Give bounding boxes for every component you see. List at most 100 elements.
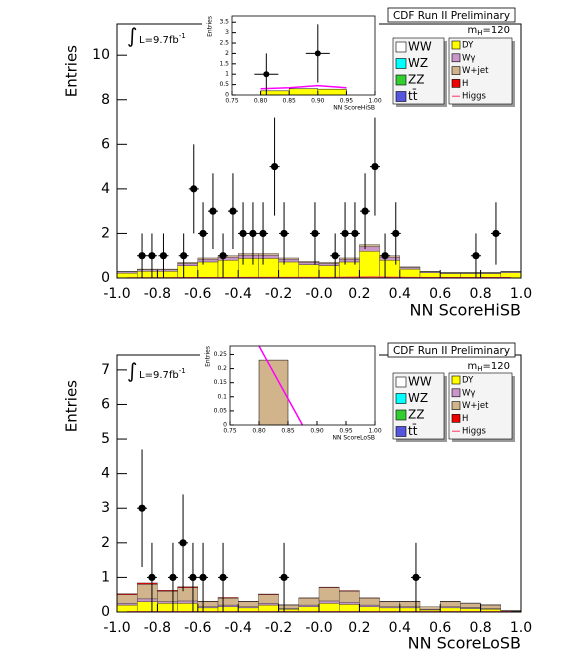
data-point bbox=[472, 252, 479, 259]
legend-swatch bbox=[396, 92, 406, 102]
hist-bar bbox=[117, 595, 137, 604]
inset-x-tick-label: 0.80 bbox=[252, 428, 266, 435]
hist-bar bbox=[359, 598, 379, 605]
hist-bar bbox=[380, 602, 400, 607]
inset-y-label: Entries bbox=[207, 16, 214, 37]
inset-x-tick-label: 0.90 bbox=[310, 428, 324, 435]
inset-x-tick-label: 0.95 bbox=[339, 428, 353, 435]
hist-bar bbox=[198, 259, 218, 262]
hist-bar bbox=[258, 594, 278, 595]
legend-label: DY bbox=[462, 41, 474, 51]
hist-bar bbox=[178, 588, 198, 601]
hist-bar bbox=[137, 599, 157, 602]
legend-swatch bbox=[452, 402, 460, 410]
legend-label: H bbox=[462, 414, 468, 424]
x-tick-label: -0.6 bbox=[184, 620, 211, 636]
data-point bbox=[160, 252, 167, 259]
inset-x-tick-label: 0.85 bbox=[283, 98, 297, 105]
legend-label: WZ bbox=[408, 56, 428, 70]
data-point bbox=[219, 252, 226, 259]
inset-x-tick-label: 0.95 bbox=[340, 98, 354, 105]
x-tick-label: -0.0 bbox=[305, 286, 332, 302]
hist-bar bbox=[157, 590, 177, 591]
y-tick-label: 4 bbox=[101, 466, 110, 482]
lumi-label: L=9.7fb-1 bbox=[139, 367, 186, 381]
hist-bar bbox=[157, 270, 177, 272]
legend-label: Higgs bbox=[462, 92, 487, 102]
inset-y-tick-label: 0.15 bbox=[214, 379, 228, 386]
hist-bar bbox=[481, 605, 501, 608]
hist-bar bbox=[258, 253, 278, 255]
legend-label: ZZ bbox=[408, 408, 424, 422]
legend-swatch bbox=[452, 54, 460, 62]
hist-bar bbox=[501, 610, 521, 611]
inset-bar bbox=[261, 91, 290, 95]
inset-y-tick-label: 0.2 bbox=[217, 365, 227, 372]
inset-bar bbox=[289, 89, 318, 95]
data-point bbox=[169, 574, 176, 581]
legend-label: Higgs bbox=[462, 427, 487, 437]
lumi-integral: ∫ bbox=[127, 24, 137, 48]
hist-bar bbox=[400, 267, 420, 268]
hist-bar bbox=[178, 266, 198, 278]
x-axis-label: NN ScoreLoSB bbox=[408, 634, 521, 653]
hist-bar bbox=[319, 264, 339, 266]
hist-bar bbox=[319, 603, 339, 612]
hist-bar bbox=[238, 253, 258, 255]
hist-bar bbox=[319, 588, 339, 601]
hist-bar bbox=[157, 271, 177, 278]
mass-base: m bbox=[468, 25, 478, 36]
data-point bbox=[148, 574, 155, 581]
lumi-sup: -1 bbox=[179, 367, 186, 375]
legend-label: WW bbox=[408, 40, 432, 54]
hist-bar bbox=[218, 598, 238, 605]
hist-bar bbox=[218, 597, 238, 598]
legend-label: WZ bbox=[408, 391, 428, 405]
hist-bar bbox=[400, 602, 420, 607]
data-point bbox=[190, 185, 197, 192]
hist-bar bbox=[420, 607, 440, 609]
hist-bar bbox=[339, 602, 359, 604]
legend-label: Wγ bbox=[462, 388, 475, 398]
hist-bar bbox=[299, 261, 319, 262]
hist-bar bbox=[117, 605, 137, 612]
x-tick-label: -0.6 bbox=[184, 286, 211, 302]
hist-bar bbox=[339, 259, 359, 262]
hist-bar bbox=[359, 605, 379, 607]
y-tick-label: 5 bbox=[101, 431, 110, 447]
legend-label: WW bbox=[408, 375, 432, 389]
data-point bbox=[199, 230, 206, 237]
hist-bar bbox=[137, 269, 157, 270]
y-tick-label: 2 bbox=[101, 225, 110, 241]
hist-bar bbox=[339, 591, 359, 592]
hist-bar bbox=[359, 247, 379, 251]
lumi-text: L=9.7fb bbox=[139, 35, 179, 46]
hist-bar bbox=[157, 603, 177, 612]
hist-bar bbox=[178, 262, 198, 263]
hist-bar bbox=[279, 605, 299, 608]
legend-label: tt̄ bbox=[408, 424, 418, 438]
inset-y-tick-label: 3 bbox=[225, 29, 229, 36]
hist-bar bbox=[178, 603, 198, 612]
legend-swatch bbox=[396, 377, 406, 387]
hist-bar bbox=[460, 603, 480, 607]
x-tick-label: -0.4 bbox=[225, 286, 252, 302]
y-tick-label: 1 bbox=[101, 569, 110, 585]
legend-swatch bbox=[396, 42, 406, 52]
hist-bar bbox=[258, 595, 278, 604]
data-point bbox=[219, 574, 226, 581]
y-tick-label: 0 bbox=[101, 604, 110, 620]
data-point bbox=[189, 574, 196, 581]
y-tick-label: 2 bbox=[101, 535, 110, 551]
y-axis-label: Entries bbox=[63, 380, 81, 432]
inset-x-tick-label: 0.75 bbox=[223, 428, 237, 435]
x-tick-label: -0.8 bbox=[144, 286, 171, 302]
lumi-label: L=9.7fb-1 bbox=[139, 32, 186, 46]
inset-x-tick-label: 1.00 bbox=[368, 428, 382, 435]
hist-bar bbox=[258, 258, 278, 278]
data-point bbox=[209, 208, 216, 215]
data-point bbox=[332, 252, 339, 259]
hist-bar bbox=[117, 272, 137, 273]
data-point bbox=[280, 574, 287, 581]
x-tick-label: 0.4 bbox=[389, 286, 411, 302]
